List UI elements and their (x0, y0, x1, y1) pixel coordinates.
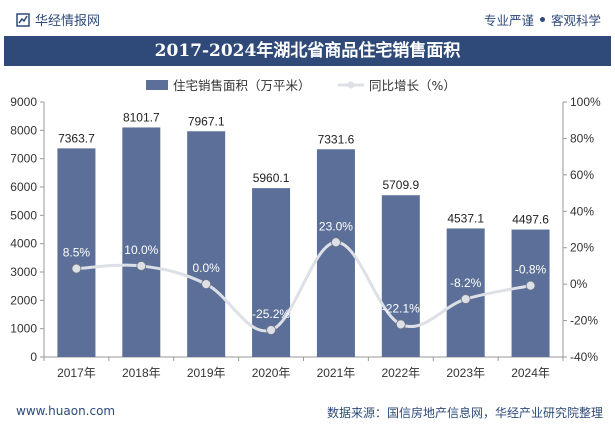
y-right-tick-label: 100% (570, 95, 601, 109)
line-value-label: -0.8% (515, 263, 547, 277)
legend-item-bar: 住宅销售面积（万平米） (146, 75, 311, 94)
tagline-right: 客观科学 (550, 13, 601, 28)
line-value-label: 23.0% (319, 219, 353, 233)
y-right-tick-label: 40% (570, 204, 594, 218)
y-right-tick-label: -40% (570, 350, 598, 364)
bar-value-label: 7363.7 (58, 131, 95, 145)
y-left-tick-label: 6000 (10, 180, 37, 194)
line-value-label: 0.0% (193, 261, 221, 275)
bar (511, 229, 550, 357)
line-point (525, 280, 536, 291)
y-right-tick-label: 60% (570, 168, 594, 182)
y-left-tick-label: 4000 (10, 237, 37, 251)
bar-value-label: 8101.7 (123, 110, 160, 124)
y-right-tick-label: 20% (570, 241, 594, 255)
x-tick-label: 2019年 (187, 366, 226, 380)
line-point (71, 263, 82, 274)
line-point (395, 319, 406, 330)
line-point (201, 279, 212, 290)
line-point (460, 294, 471, 304)
x-tick-label: 2023年 (446, 366, 485, 380)
line-point (136, 261, 147, 271)
bar-value-label: 5709.9 (382, 178, 419, 192)
bar (381, 195, 420, 357)
bar-value-label: 7967.1 (188, 114, 225, 128)
line-value-label: -22.1% (382, 301, 420, 315)
bar (57, 148, 96, 357)
brand[interactable]: 华经情报网 (16, 10, 100, 29)
line-point (331, 237, 341, 248)
bar-value-label: 4497.6 (512, 213, 549, 227)
bar-value-label: 4537.1 (447, 211, 484, 225)
x-tick-label: 2017年 (57, 366, 96, 380)
line-value-label: 10.0% (124, 243, 158, 257)
x-tick-label: 2020年 (252, 366, 291, 380)
bar (446, 228, 485, 357)
chart-title: 2017-2024年湖北省商品住宅销售面积 (4, 36, 611, 66)
x-tick-label: 2024年 (511, 366, 550, 380)
bar (122, 127, 161, 357)
bar (316, 149, 355, 357)
tagline: 专业严谨 客观科学 (484, 10, 601, 29)
y-left-tick-label: 5000 (10, 208, 37, 222)
y-left-tick-label: 1000 (10, 322, 37, 336)
y-left-tick-label: 3000 (10, 265, 37, 279)
growth-line (76, 240, 531, 333)
legend-bar-label: 住宅销售面积（万平米） (173, 78, 311, 93)
y-left-tick-label: 2000 (10, 293, 37, 307)
brand-logo-icon (16, 12, 30, 27)
tagline-left: 专业严谨 (483, 13, 534, 28)
bar (187, 131, 226, 357)
y-right-tick-label: -20% (570, 314, 598, 328)
legend-item-line: 同比增长（%） (338, 75, 456, 94)
line-value-label: -8.2% (450, 276, 482, 290)
brand-name: 华经情报网 (35, 14, 101, 29)
y-left-tick-label: 8000 (10, 123, 37, 137)
y-left-tick-label: 7000 (10, 152, 37, 166)
top-bar: 华经情报网 专业严谨 客观科学 (0, 0, 615, 36)
bar-value-label: 7331.6 (318, 132, 355, 146)
legend-bar-swatch (146, 79, 168, 90)
bar-value-label: 5960.1 (253, 171, 290, 185)
y-right-tick-label: 0% (570, 277, 588, 291)
x-tick-label: 2022年 (381, 366, 420, 380)
footer-website[interactable]: www.huaon.com (16, 404, 116, 418)
footer-source: 数据来源：国信房地产信息网，华经产业研究院整理 (326, 406, 603, 420)
y-left-tick-label: 0 (30, 350, 37, 364)
line-point (266, 325, 276, 335)
legend-line-label: 同比增长（%） (369, 78, 456, 93)
chart-legend: 住宅销售面积（万平米） 同比增长（%） (0, 73, 615, 93)
x-tick-label: 2018年 (122, 366, 161, 380)
line-value-label: -25.2% (252, 307, 290, 321)
line-value-label: 8.5% (63, 246, 91, 260)
legend-line-swatch (338, 81, 364, 88)
x-tick-label: 2021年 (317, 366, 356, 380)
separator-dot-icon (539, 17, 545, 22)
y-right-tick-label: 80% (570, 131, 594, 145)
y-left-tick-label: 9000 (10, 95, 37, 109)
